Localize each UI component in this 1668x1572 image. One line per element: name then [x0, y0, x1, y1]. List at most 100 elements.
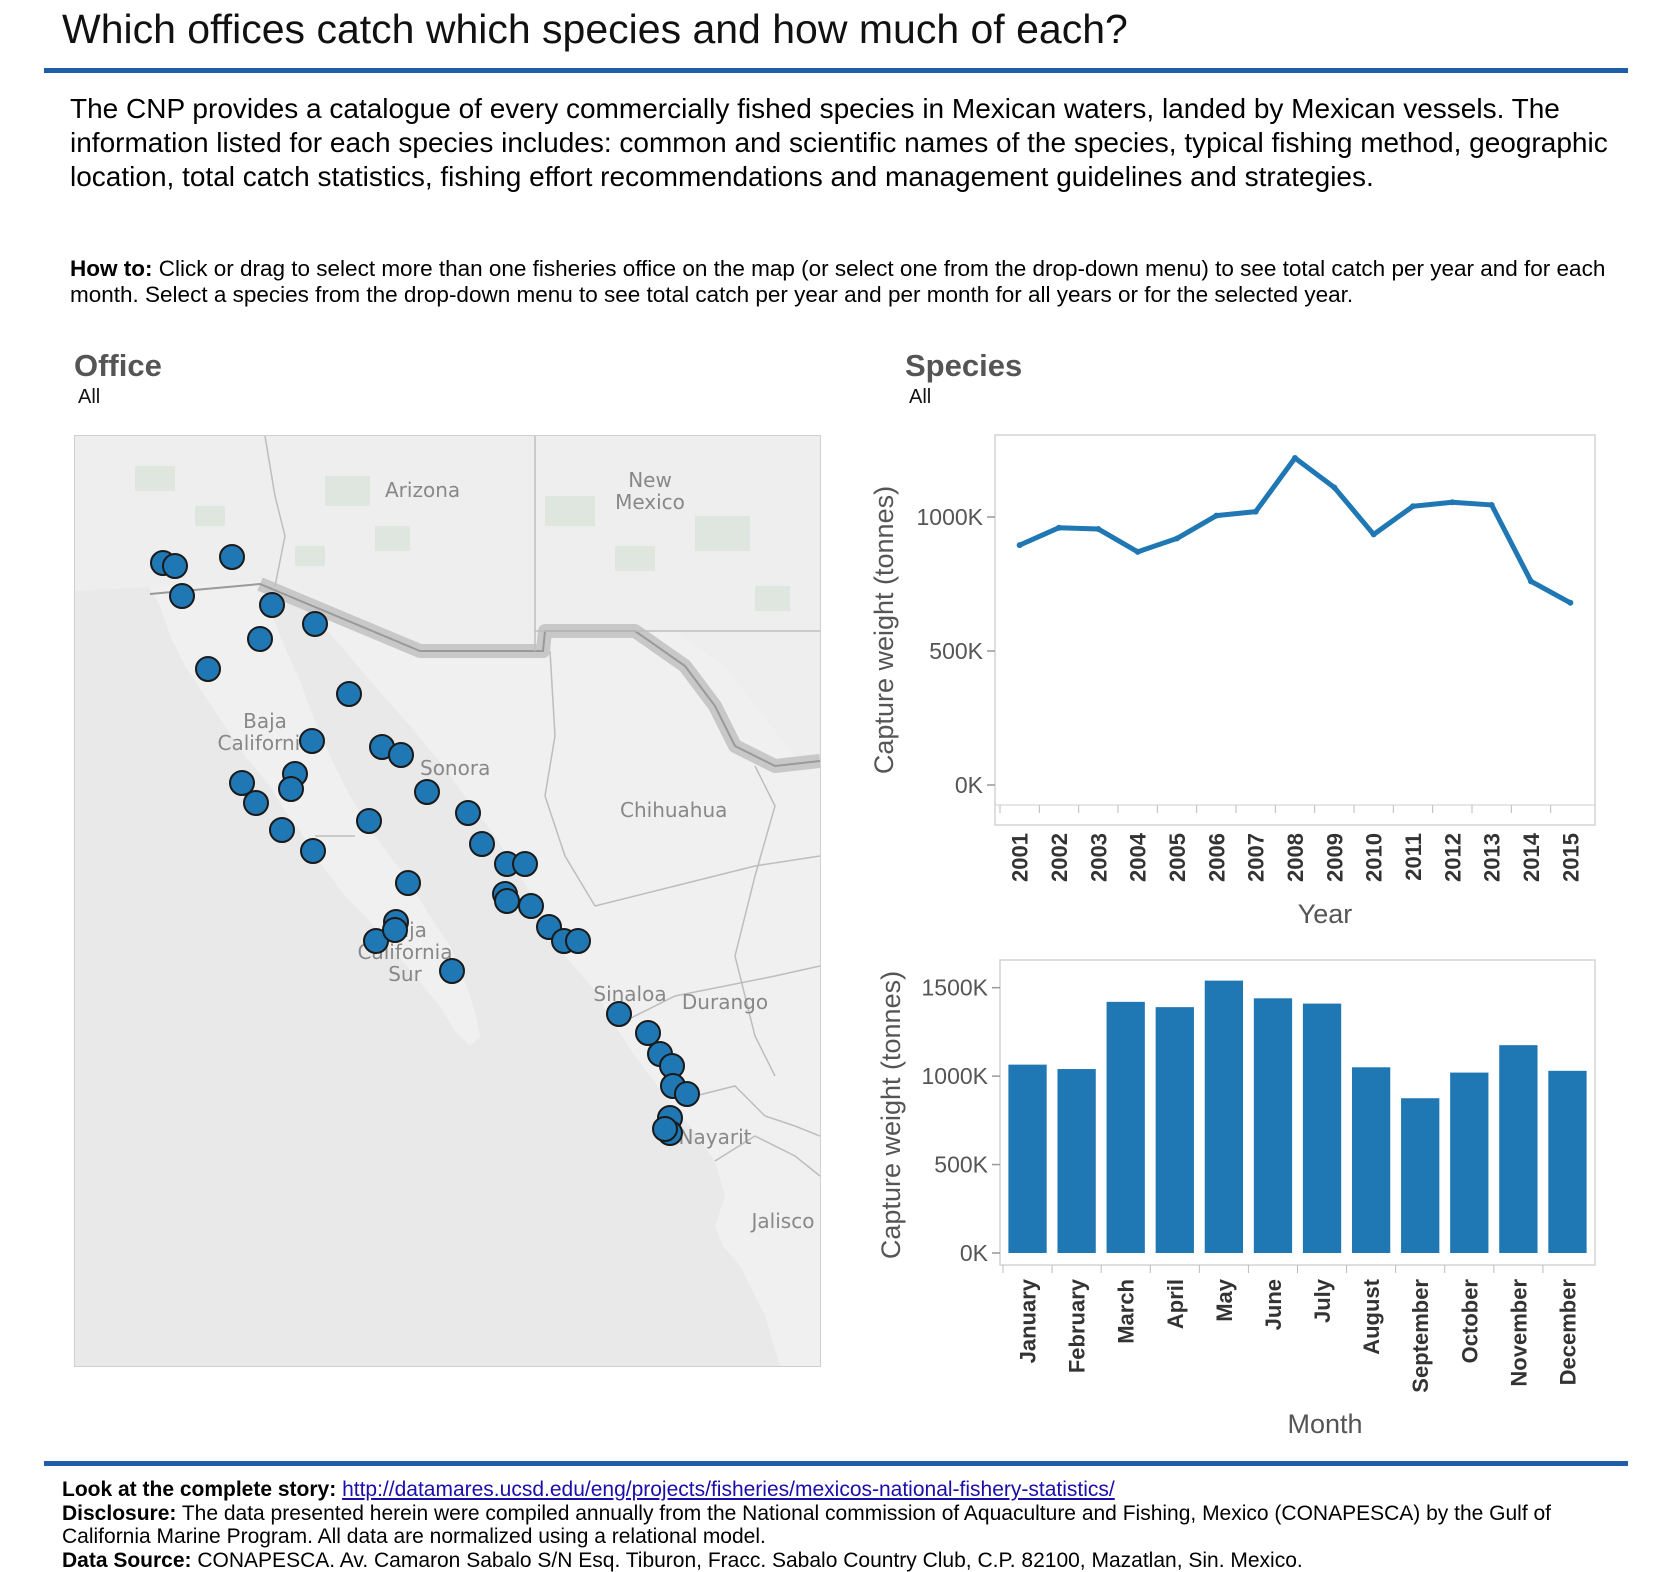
month-bar-chart-svg[interactable]: 0K 500K 1000K 1500K January February March Apr…	[860, 955, 1610, 1445]
office-marker[interactable]	[512, 851, 538, 877]
y-tick-label: 500K	[929, 638, 983, 664]
year-point[interactable]	[1174, 535, 1180, 542]
office-marker[interactable]	[469, 831, 495, 857]
office-markers[interactable]	[150, 544, 700, 1146]
x-tick-label: 2010	[1362, 833, 1387, 882]
month-bar[interactable]	[1253, 998, 1293, 1253]
x-tick-label: December	[1555, 1279, 1580, 1386]
month-chart-y-axis: 0K 500K 1000K 1500K	[921, 975, 1000, 1266]
year-line-chart-svg[interactable]: 0K 500K 1000K 2001 2002 2003 2004 2005 2006 2007…	[860, 430, 1610, 940]
year-point[interactable]	[1252, 508, 1259, 515]
year-point[interactable]	[1292, 455, 1298, 462]
year-point[interactable]	[1134, 548, 1141, 555]
office-marker[interactable]	[388, 742, 414, 768]
intro-text: The CNP provides a catalogue of every co…	[70, 93, 1608, 192]
office-marker[interactable]	[606, 1001, 632, 1027]
office-marker[interactable]	[278, 776, 304, 802]
month-bar[interactable]	[1302, 1003, 1342, 1253]
map-forest-patches	[135, 466, 790, 611]
month-bar[interactable]	[1008, 1064, 1047, 1253]
office-marker[interactable]	[269, 817, 295, 843]
page-title: Which offices catch which species and ho…	[62, 6, 1128, 52]
x-tick-label: 2007	[1244, 833, 1269, 882]
office-marker[interactable]	[652, 1116, 678, 1142]
year-point[interactable]	[1056, 524, 1062, 531]
office-marker[interactable]	[162, 553, 188, 579]
y-tick-label: 500K	[934, 1152, 988, 1178]
office-marker[interactable]	[243, 790, 269, 816]
species-filter-value[interactable]: All	[909, 386, 932, 408]
month-bar[interactable]	[1106, 1001, 1145, 1253]
office-marker[interactable]	[247, 626, 273, 652]
office-marker[interactable]	[169, 583, 195, 609]
header-rule	[44, 68, 1628, 73]
year-point[interactable]	[1095, 526, 1102, 533]
month-chart[interactable]: 0K 500K 1000K 1500K January February March Apr…	[860, 955, 1610, 1445]
map-label-sur: Sur	[388, 962, 422, 986]
month-bar[interactable]	[1499, 1045, 1538, 1253]
office-marker[interactable]	[494, 888, 520, 914]
year-point[interactable]	[1449, 499, 1456, 506]
year-point[interactable]	[1213, 512, 1220, 519]
month-bar[interactable]	[1204, 980, 1244, 1253]
x-tick-label: July	[1310, 1278, 1335, 1323]
story-label: Look at the complete story:	[62, 1478, 337, 1501]
x-tick-label: November	[1506, 1279, 1531, 1387]
map-land	[75, 436, 820, 1366]
office-marker[interactable]	[674, 1081, 700, 1107]
office-marker[interactable]	[356, 808, 382, 834]
office-filter-value[interactable]: All	[78, 386, 101, 408]
map-state-lines	[264, 436, 820, 1177]
office-marker[interactable]	[395, 870, 421, 896]
office-marker[interactable]	[195, 656, 221, 682]
office-marker[interactable]	[382, 917, 408, 943]
office-marker[interactable]	[229, 770, 255, 796]
howto-body: Click or drag to select more than one fi…	[70, 256, 1606, 307]
office-map[interactable]: Arizona New Mexico Baja California Sonor…	[74, 435, 821, 1367]
x-tick-label: 2005	[1165, 833, 1190, 882]
office-marker[interactable]	[302, 611, 328, 637]
office-marker[interactable]	[414, 779, 440, 805]
office-marker[interactable]	[219, 544, 245, 570]
year-point[interactable]	[1016, 542, 1023, 549]
office-marker[interactable]	[439, 958, 465, 984]
year-point[interactable]	[1331, 484, 1338, 491]
year-chart[interactable]: 0K 500K 1000K 2001 2002 2003 2004 2005 2006 2007…	[860, 430, 1610, 940]
office-marker[interactable]	[363, 928, 389, 954]
year-point[interactable]	[1410, 503, 1416, 510]
office-marker[interactable]	[300, 838, 326, 864]
office-marker[interactable]	[336, 681, 362, 707]
month-bars[interactable]	[1008, 980, 1587, 1253]
year-chart-x-axis: 2001 2002 2003 2004 2005 2006 2007 2008 2009 2010…	[995, 804, 1595, 882]
map-label-california: California	[218, 731, 313, 755]
month-bar[interactable]	[1548, 1070, 1587, 1253]
office-marker[interactable]	[455, 800, 481, 826]
x-tick-label: January	[1016, 1278, 1041, 1363]
month-bar[interactable]	[1057, 1069, 1096, 1253]
month-bar[interactable]	[1351, 1067, 1391, 1253]
year-chart-y-axis: 0K 500K 1000K	[916, 504, 995, 798]
month-bar[interactable]	[1450, 1072, 1489, 1253]
y-tick-label: 0K	[960, 1240, 989, 1266]
source-label: Data Source:	[62, 1548, 192, 1572]
year-chart-x-label: Year	[1298, 899, 1353, 929]
month-bar[interactable]	[1401, 1098, 1440, 1253]
office-marker[interactable]	[635, 1020, 661, 1046]
x-tick-label: September	[1408, 1279, 1433, 1393]
x-tick-label: April	[1163, 1279, 1188, 1329]
x-tick-label: 2001	[1008, 833, 1033, 882]
year-point[interactable]	[1488, 501, 1495, 508]
year-point[interactable]	[1370, 531, 1377, 538]
map-svg[interactable]: Arizona New Mexico Baja California Sonor…	[75, 436, 820, 1366]
office-marker[interactable]	[259, 592, 285, 618]
month-bar[interactable]	[1155, 1007, 1194, 1253]
x-tick-label: 2008	[1283, 833, 1308, 882]
story-link[interactable]: http://datamares.ucsd.edu/eng/projects/f…	[342, 1478, 1115, 1501]
year-point[interactable]	[1528, 578, 1534, 585]
office-marker[interactable]	[299, 728, 325, 754]
x-tick-label: 2002	[1047, 833, 1072, 882]
year-point[interactable]	[1567, 599, 1574, 606]
year-series-points[interactable]	[1016, 455, 1574, 606]
office-marker[interactable]	[518, 893, 544, 919]
office-marker[interactable]	[565, 928, 591, 954]
